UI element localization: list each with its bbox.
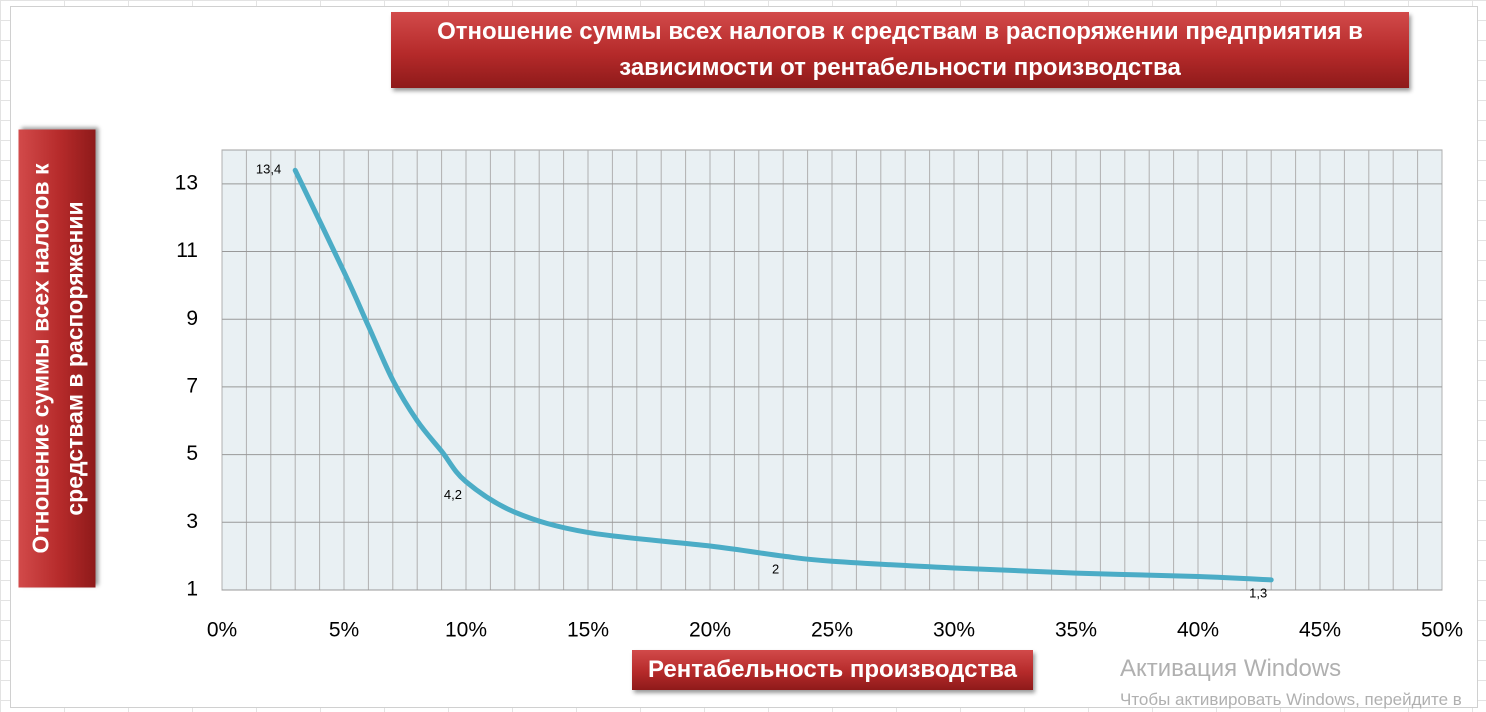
x-tick-label: 50%: [1421, 619, 1463, 642]
y-tick-label: 13: [175, 171, 198, 194]
x-tick-label: 45%: [1299, 619, 1341, 642]
y-tick-label: 5: [186, 442, 198, 465]
x-tick-label: 0%: [207, 619, 237, 642]
x-tick-label: 25%: [811, 619, 853, 642]
data-label: 1,3: [1249, 585, 1267, 600]
line: [292, 167, 1274, 583]
x-tick-label: 15%: [567, 619, 609, 642]
y-tick-label: 3: [186, 510, 198, 533]
x-tick-label: 40%: [1177, 619, 1219, 642]
watermark-title: Активация Windows: [1120, 655, 1342, 682]
y-tick-label: 1: [186, 578, 198, 601]
y-tick-label: 11: [176, 239, 198, 262]
x-tick-label: 5%: [329, 619, 359, 642]
x-tick-label: 30%: [933, 619, 975, 642]
x-tick-label: 35%: [1055, 619, 1097, 642]
x-tick-label: 10%: [445, 619, 487, 642]
data-label: 2: [772, 562, 779, 577]
y-tick-label: 7: [186, 374, 198, 397]
x-axis-label: Рентабельность производства: [632, 650, 1033, 690]
x-tick-label: 20%: [689, 619, 731, 642]
chart-title: Отношение суммы всех налогов к средствам…: [391, 12, 1409, 88]
data-label: 4,2: [444, 487, 462, 502]
y-axis-label: Отношение суммы всех налогов к средствам…: [18, 129, 96, 588]
y-tick-label: 9: [186, 307, 198, 330]
watermark-text: Чтобы активировать Windows, перейдите в: [1120, 690, 1462, 709]
data-label: 13,4: [256, 162, 281, 177]
